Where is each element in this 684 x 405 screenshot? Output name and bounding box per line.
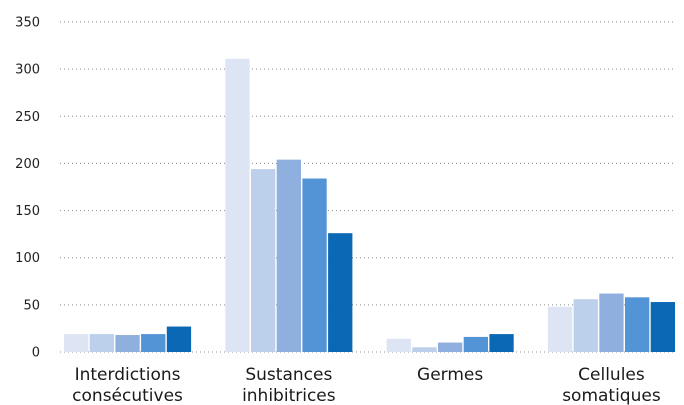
y-axis-ticks: 0 50 100 150 200 250 300 350 (15, 16, 40, 361)
bar-c3-s3 (625, 297, 650, 352)
bars (64, 58, 675, 353)
x-category-label-0: Interdictions consécutives (72, 365, 183, 405)
x-category-label-2: Germes (417, 365, 483, 385)
y-tick-label-150: 150 (15, 204, 40, 219)
y-tick-label-250: 250 (15, 110, 40, 125)
bar-group-0 (64, 326, 192, 352)
y-tick-label-50: 50 (23, 298, 40, 313)
bar-group-1 (225, 58, 353, 353)
bar-c2-s4 (489, 334, 514, 352)
bar-c0-s2 (115, 335, 140, 352)
grid-layer (60, 21, 676, 353)
bar-c0-s1 (89, 334, 114, 352)
y-tick-label-200: 200 (15, 157, 40, 172)
bar-c2-s0 (386, 338, 411, 352)
x-category-label-3: Cellules somatiques (562, 365, 661, 405)
bar-c2-s3 (463, 336, 488, 352)
bar-group-3 (547, 293, 675, 352)
x-category-label-1: Sustances inhibitrices (242, 365, 336, 405)
y-tick-label-100: 100 (15, 251, 40, 266)
bar-c1-s3 (302, 178, 327, 352)
x-axis-labels: Interdictions consécutives Sustances inhibi… (72, 365, 661, 405)
bar-c3-s1 (573, 299, 598, 352)
bar-c1-s1 (251, 169, 276, 352)
bar-c1-s2 (276, 159, 301, 352)
y-tick-label-0: 0 (32, 346, 40, 361)
bar-c0-s3 (141, 334, 166, 352)
bar-c1-s4 (328, 233, 353, 352)
y-tick-label-350: 350 (15, 16, 40, 31)
bar-c0-s4 (166, 326, 192, 352)
bar-c3-s0 (547, 306, 573, 352)
y-tick-label-300: 300 (15, 63, 40, 78)
bar-group-2 (386, 334, 514, 352)
bar-c0-s0 (64, 334, 89, 352)
bar-c3-s4 (650, 302, 675, 352)
bar-c1-s0 (225, 58, 250, 353)
bar-c2-s1 (412, 347, 437, 352)
bar-c2-s2 (438, 342, 463, 352)
bar-c3-s2 (599, 293, 624, 352)
